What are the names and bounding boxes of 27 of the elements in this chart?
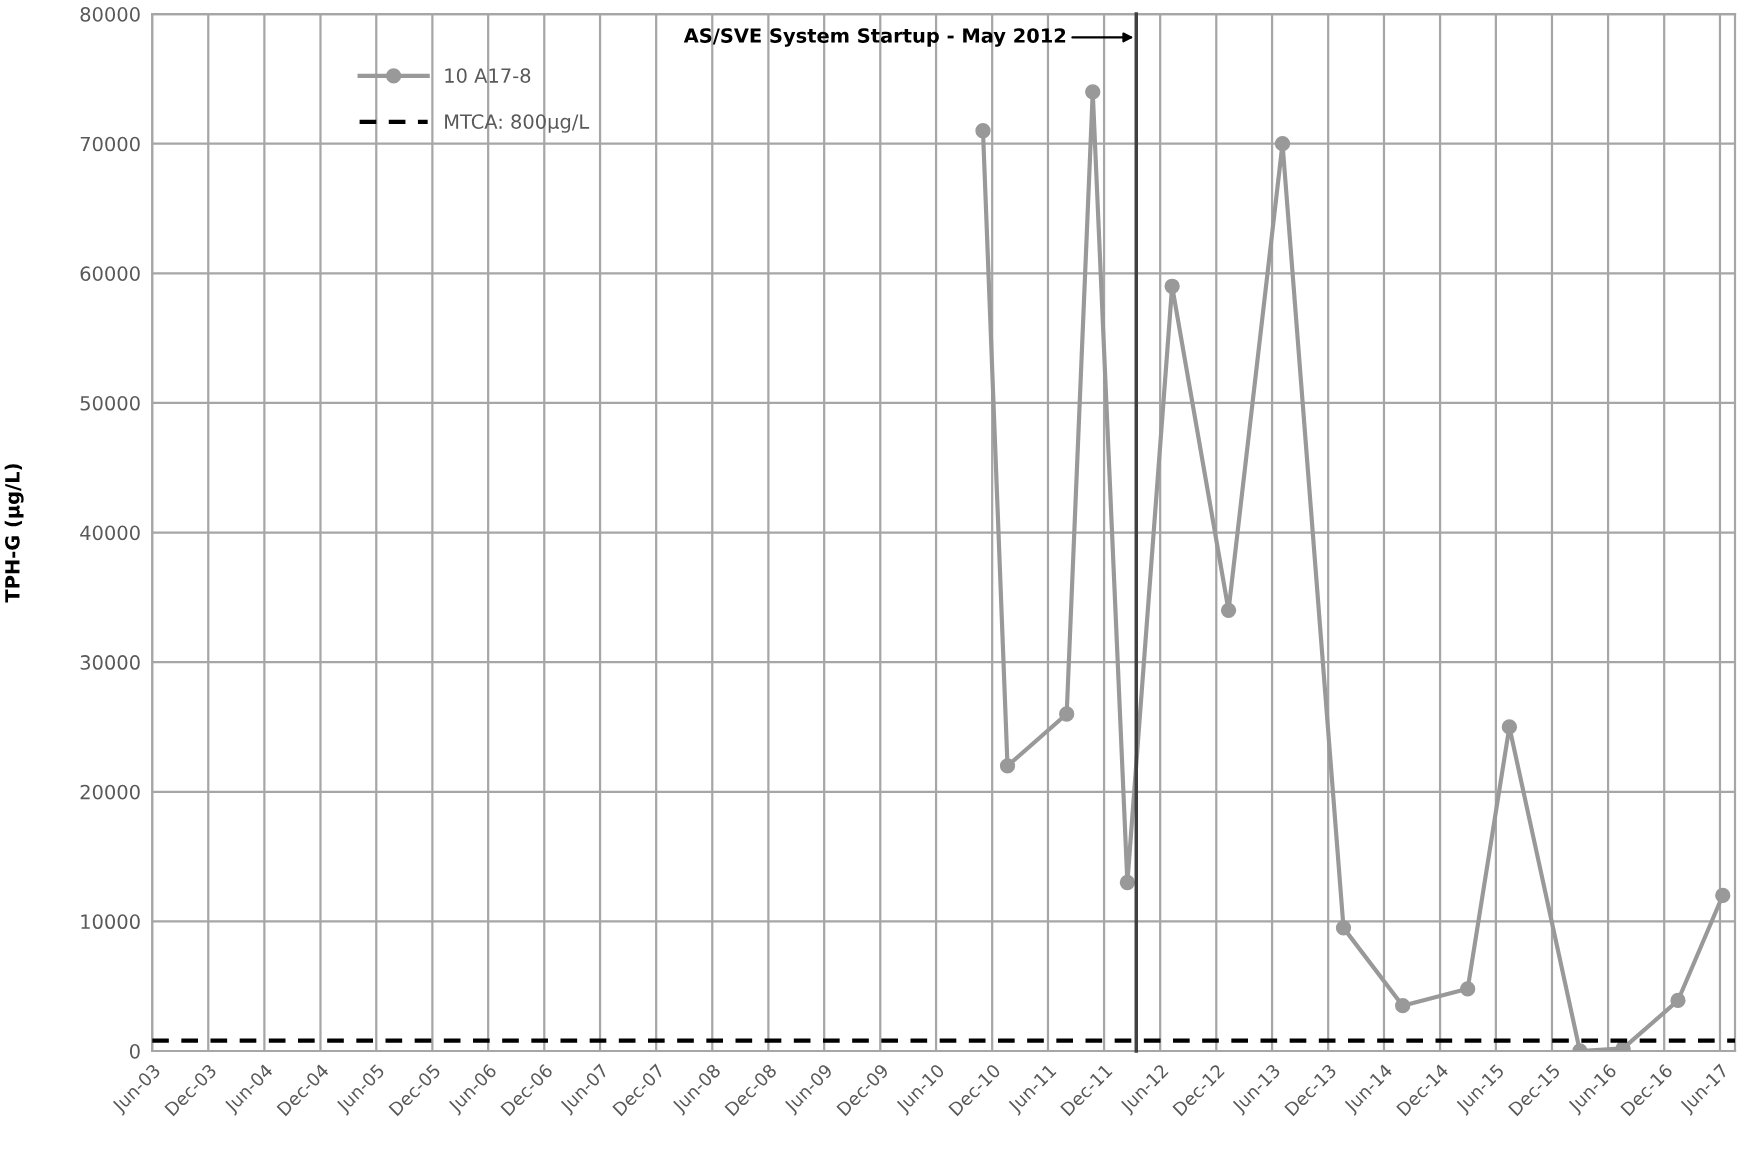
point xyxy=(999,758,1016,774)
point xyxy=(1715,887,1731,904)
y-tick-label: 10000 xyxy=(81,914,140,930)
y-tick-label: 80000 xyxy=(80,7,140,22)
y-tick-label: 70000 xyxy=(80,136,140,152)
point xyxy=(1395,998,1411,1014)
point xyxy=(1670,992,1686,1009)
legend-label: 10 A17-8 xyxy=(445,68,531,83)
point xyxy=(1274,136,1291,152)
ref-line-label: AS/SVE System Startup - May 2012 xyxy=(683,28,1066,47)
point xyxy=(1119,874,1136,891)
point xyxy=(1220,602,1237,618)
y-tick-label: 0 xyxy=(129,1043,140,1059)
point xyxy=(1501,719,1518,735)
y-tick-label: 30000 xyxy=(80,655,140,670)
point xyxy=(1460,981,1476,997)
y-tick-label: 20000 xyxy=(80,784,140,800)
y-tick-label: 50000 xyxy=(80,395,140,411)
y-tick-label: 60000 xyxy=(80,266,140,281)
point xyxy=(975,123,991,139)
point xyxy=(1085,84,1101,100)
y-tick-label: 40000 xyxy=(80,525,140,541)
legend-label: MTCA: 800µg/L xyxy=(445,114,590,133)
point xyxy=(1335,920,1352,936)
point xyxy=(1164,278,1180,294)
point xyxy=(1059,706,1075,722)
y-axis-title: TPH-G (µg/L) xyxy=(4,464,24,603)
